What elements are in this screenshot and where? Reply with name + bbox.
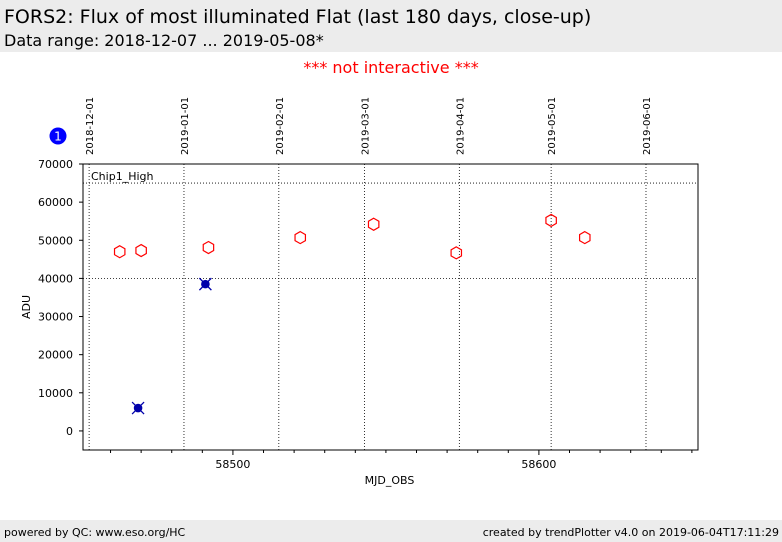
date-tick-label: 2019-03-01 <box>360 97 371 155</box>
data-point-hexagon <box>578 230 591 245</box>
data-point-hexagon <box>545 213 557 228</box>
data-point-hexagon <box>294 230 307 245</box>
y-tick-label: 30000 <box>38 311 73 324</box>
date-tick-label: 2019-02-01 <box>275 97 286 155</box>
date-tick-label: 2019-05-01 <box>547 97 558 155</box>
flagged-data-point <box>131 401 145 415</box>
plot-frame <box>82 163 699 451</box>
y-tick-label: 10000 <box>38 387 73 400</box>
footer-created-by: created by trendPlotter v4.0 on 2019-06-… <box>482 526 779 539</box>
data-point-hexagon <box>135 243 147 258</box>
x-tick-label: 58500 <box>215 458 250 471</box>
not-interactive-notice: *** not interactive *** <box>303 58 479 77</box>
y-axis-label: ADU <box>20 295 33 319</box>
header-bar: FORS2: Flux of most illuminated Flat (la… <box>0 0 782 52</box>
panel-label: Chip1_High <box>91 170 153 183</box>
y-tick-label: 70000 <box>38 158 73 171</box>
date-tick-label: 2019-06-01 <box>642 97 653 155</box>
y-tick-label: 20000 <box>38 349 73 362</box>
page-title: FORS2: Flux of most illuminated Flat (la… <box>4 6 592 28</box>
data-point-hexagon <box>450 246 463 260</box>
date-tick-label: 2018-12-01 <box>85 97 96 155</box>
footer-powered-by: powered by QC: www.eso.org/HC <box>4 526 186 539</box>
y-tick-label: 50000 <box>38 234 73 247</box>
flagged-data-point <box>198 277 212 291</box>
x-axis-label: MJD_OBS <box>365 474 415 487</box>
data-point-hexagon <box>202 240 215 255</box>
footer-bar: powered by QC: www.eso.org/HC created by… <box>0 520 782 542</box>
y-tick-label: 0 <box>66 425 73 438</box>
data-range-subtitle: Data range: 2018-12-07 ... 2019-05-08* <box>4 31 324 50</box>
y-tick-label: 40000 <box>38 272 73 285</box>
data-point-hexagon <box>113 245 126 259</box>
info-badge[interactable]: 1 <box>49 127 67 145</box>
flux-chart: 1 2018-12-01 2019-01-01 2019-02-01 2019-03-… <box>20 97 699 487</box>
info-badge-icon[interactable] <box>49 127 67 145</box>
date-tick-label: 2019-04-01 <box>455 97 466 155</box>
data-point-hexagon <box>367 217 380 231</box>
info-badge-label: 1 <box>54 130 62 144</box>
date-tick-label: 2019-01-01 <box>180 97 191 155</box>
x-tick-label: 58600 <box>521 458 556 471</box>
y-tick-label: 60000 <box>38 196 73 209</box>
